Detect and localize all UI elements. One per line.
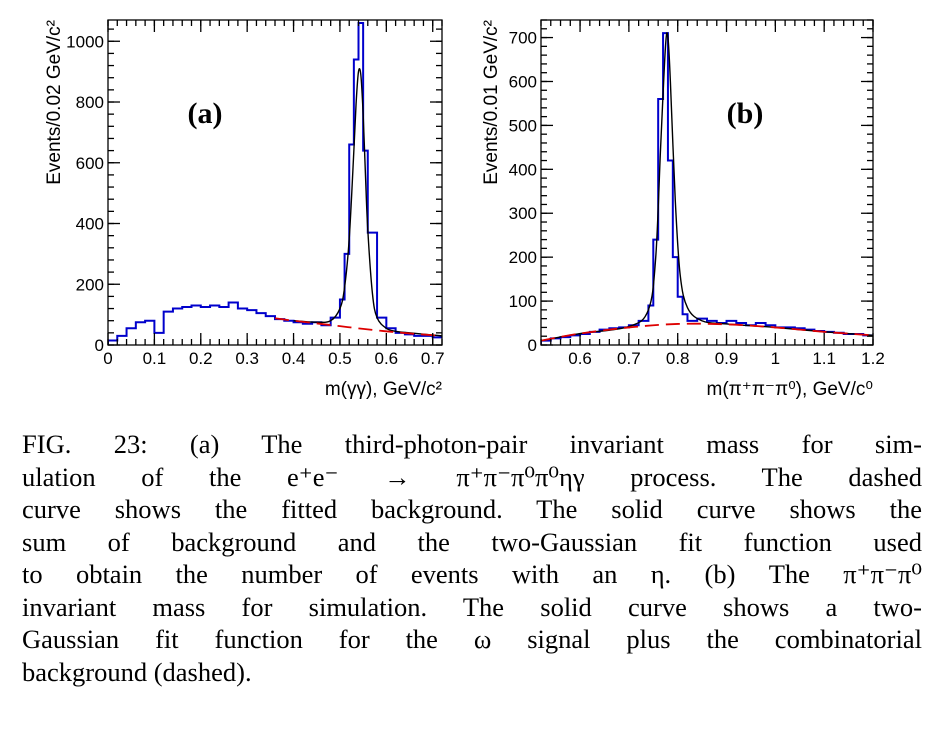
x-tick-label: 0 — [103, 349, 112, 368]
y-axis-title: Events/0.01 GeV/c² — [481, 20, 502, 185]
y-tick-label: 200 — [76, 275, 104, 294]
x-tick-label: 1.1 — [812, 349, 836, 368]
x-axis-title: m(π⁺π⁻π⁰), GeV/c⁰ — [707, 379, 873, 400]
axes — [540, 19, 874, 346]
x-tick-label: 0.4 — [282, 349, 306, 368]
caption-line: invariant mass for simulation. The solid… — [22, 591, 922, 622]
caption-line: Gaussian fit function for the ω signal p… — [22, 624, 922, 654]
y-tick-label: 100 — [509, 292, 537, 311]
x-tick-label: 0.6 — [375, 349, 399, 368]
background-fit-curve — [274, 317, 442, 337]
x-tick-label: 0.7 — [421, 349, 445, 368]
x-tick-label: 0.5 — [328, 349, 352, 368]
y-tick-label: 400 — [509, 160, 537, 179]
figure-caption: FIG. 23: (a) The third-photon-pair invar… — [22, 428, 922, 688]
y-tick-label: 500 — [509, 116, 537, 135]
y-tick-label: 600 — [509, 72, 537, 91]
y-tick-label: 700 — [509, 29, 537, 48]
total-fit-curve — [541, 32, 873, 342]
y-tick-label: 800 — [76, 93, 104, 112]
caption-line: to obtain the number of events with an η… — [22, 559, 922, 589]
y-tick-label: 400 — [76, 215, 104, 234]
x-tick-label: 0.3 — [235, 349, 259, 368]
plot-frame — [540, 19, 874, 346]
histogram-series — [108, 22, 442, 345]
panel-label: (a) — [188, 97, 223, 130]
caption-line: ulation of the e⁺e⁻ → π⁺π⁻π⁰π⁰ηγ process… — [22, 461, 922, 492]
caption-line: sum of background and the two-Gaussian f… — [22, 526, 922, 557]
panel-b: 0.6 0.7 0.8 0.9 1 1.1 1.2 0 100 200 300 400 500 600 70… — [481, 19, 885, 400]
x-axis-title: m(γγ), GeV/c² — [325, 379, 442, 400]
y-tick-label: 0 — [95, 336, 104, 355]
y-tick-label: 0 — [528, 336, 537, 355]
caption-line: FIG. 23: (a) The third-photon-pair invar… — [22, 429, 922, 459]
y-axis-title: Events/0.02 GeV/c² — [44, 20, 65, 185]
x-tick-label: 0.9 — [715, 349, 739, 368]
x-tick-label: 0.2 — [189, 349, 213, 368]
y-tick-label: 300 — [509, 204, 537, 223]
caption-line: background (dashed). — [22, 656, 252, 687]
background-fit-curve — [541, 322, 873, 342]
histogram-series — [541, 32, 873, 345]
x-tick-label: 0.6 — [568, 349, 592, 368]
y-tick-label: 200 — [509, 248, 537, 267]
x-tick-label: 0.7 — [617, 349, 641, 368]
total-fit-curve — [293, 68, 442, 337]
x-tick-label: 0.1 — [143, 349, 167, 368]
panel-a: 0 0.1 0.2 0.3 0.4 0.5 0.6 0.7 0 200 400 600 800 1000 m… — [44, 19, 445, 400]
caption-line: curve shows the fitted background. The s… — [22, 494, 922, 524]
y-tick-label: 1000 — [66, 32, 104, 51]
plot-frame — [107, 19, 443, 346]
axes — [107, 19, 443, 346]
x-tick-label: 0.8 — [666, 349, 690, 368]
x-tick-label: 1.2 — [861, 349, 885, 368]
y-tick-label: 600 — [76, 154, 104, 173]
panel-label: (b) — [727, 97, 764, 130]
figure-canvas: 0 0.1 0.2 0.3 0.4 0.5 0.6 0.702004006008001000m… — [44, 19, 885, 400]
x-tick-label: 1 — [771, 349, 780, 368]
